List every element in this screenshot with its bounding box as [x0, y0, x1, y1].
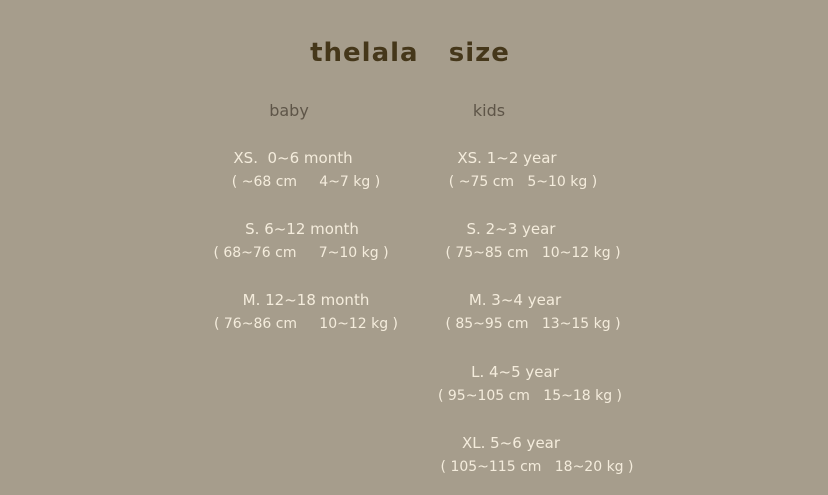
- kids-detail-xl: ( 105~115 cm 18~20 kg ): [440, 459, 634, 475]
- kids-detail-m: ( 85~95 cm 13~15 kg ): [445, 316, 621, 332]
- baby-size-xs: XS. 0~6 month: [233, 149, 353, 167]
- baby-size-s: S. 6~12 month: [245, 220, 359, 238]
- baby-column-header: baby: [269, 101, 309, 120]
- page-title: thelala size: [310, 38, 510, 68]
- kids-column-header: kids: [472, 101, 506, 120]
- kids-detail-s: ( 75~85 cm 10~12 kg ): [445, 245, 621, 261]
- kids-size-xs: XS. 1~2 year: [457, 149, 557, 167]
- kids-size-l: L. 4~5 year: [471, 363, 559, 381]
- baby-detail-xs: ( ~68 cm 4~7 kg ): [231, 174, 381, 190]
- baby-size-m: M. 12~18 month: [242, 291, 370, 309]
- kids-size-m: M. 3~4 year: [468, 291, 562, 309]
- kids-size-s: S. 2~3 year: [466, 220, 556, 238]
- kids-size-xl: XL. 5~6 year: [461, 434, 561, 452]
- kids-detail-xs: ( ~75 cm 5~10 kg ): [448, 174, 598, 190]
- kids-detail-l: ( 95~105 cm 15~18 kg ): [437, 388, 623, 404]
- baby-detail-m: ( 76~86 cm 10~12 kg ): [213, 316, 399, 332]
- baby-detail-s: ( 68~76 cm 7~10 kg ): [213, 245, 389, 261]
